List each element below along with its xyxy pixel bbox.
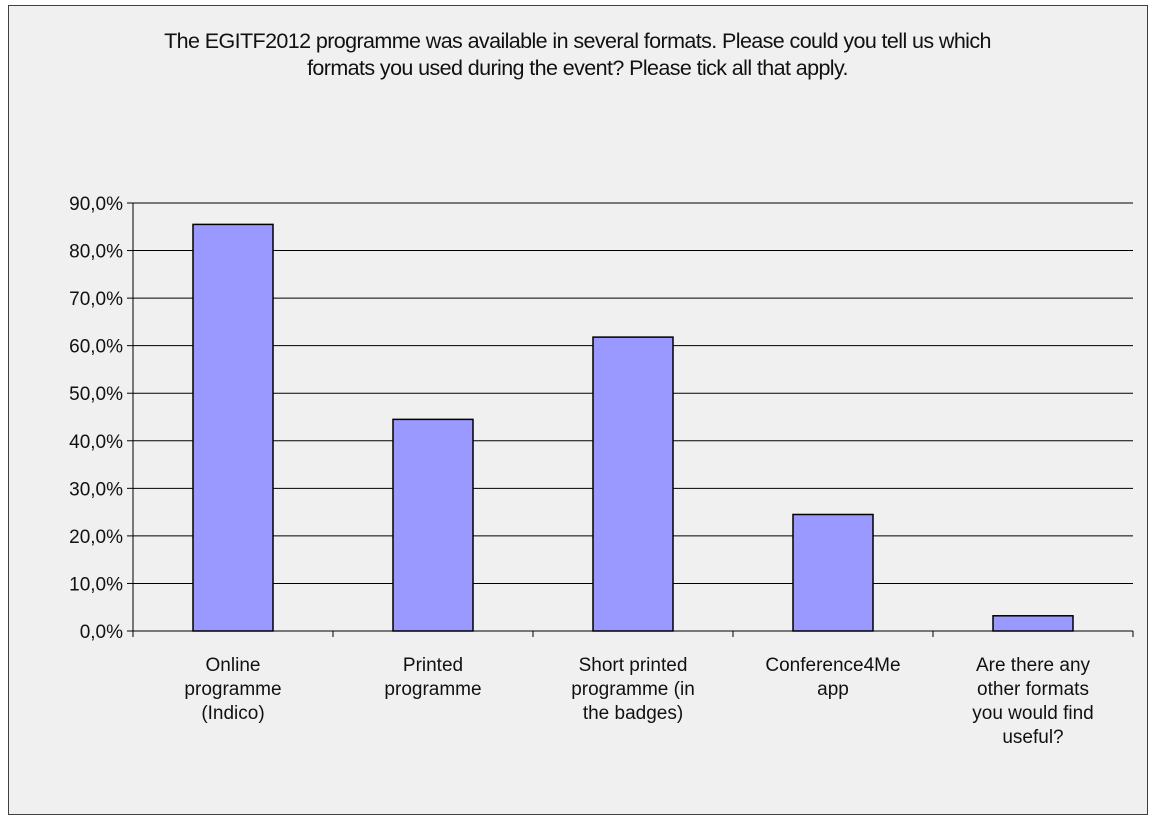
bars bbox=[192, 223, 1074, 632]
x-category-label: Are there any other formats you would find… bbox=[972, 655, 1093, 748]
y-tick-label: 50,0% bbox=[69, 384, 123, 405]
chart-title: The EGITF2012 programme was available in… bbox=[164, 29, 991, 80]
y-tick-label: 10,0% bbox=[69, 574, 123, 595]
y-tick-label: 60,0% bbox=[69, 337, 123, 358]
y-tick-label: 0,0% bbox=[80, 622, 123, 643]
bar bbox=[392, 418, 474, 632]
y-tick-label: 40,0% bbox=[69, 432, 123, 453]
x-category-label: Conference4Me app bbox=[765, 655, 900, 700]
axes bbox=[127, 202, 1134, 637]
y-tick-label: 20,0% bbox=[69, 527, 123, 548]
x-category-label: Short printed programme (in the badges) bbox=[571, 655, 695, 724]
x-category-labels: Online programme (Indico) Printed programme S… bbox=[184, 655, 1093, 748]
y-tick-label: 70,0% bbox=[69, 289, 123, 310]
bar bbox=[592, 336, 674, 632]
y-tick-label: 30,0% bbox=[69, 479, 123, 500]
bar bbox=[792, 513, 874, 632]
y-tick-label: 80,0% bbox=[69, 242, 123, 263]
x-category-label: Printed programme bbox=[384, 655, 481, 700]
x-category-label: Online programme (Indico) bbox=[184, 655, 281, 724]
bar bbox=[192, 223, 274, 632]
bar bbox=[992, 615, 1074, 632]
y-tick-labels: 0,0% 10,0% 20,0% 30,0% 40,0% 50,0% 60,0% 70,0% 8… bbox=[69, 194, 123, 643]
y-tick-label: 90,0% bbox=[69, 194, 123, 215]
